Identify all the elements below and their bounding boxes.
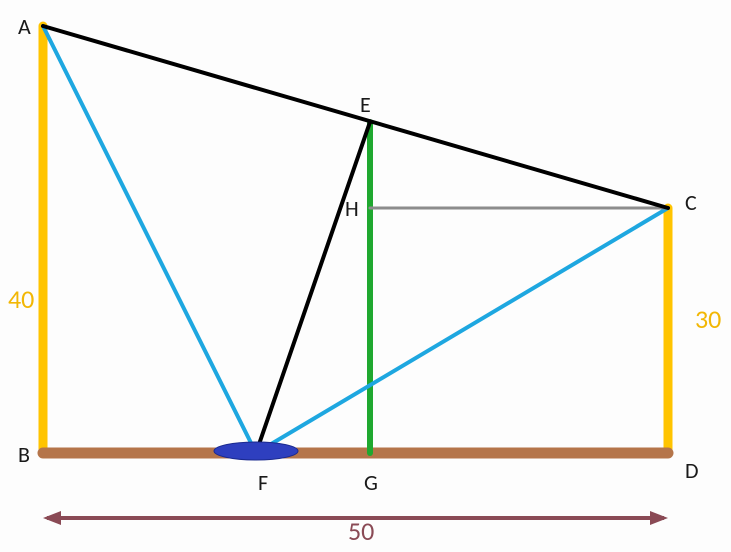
label-length-CD: 30	[695, 303, 721, 335]
label-point-G: G	[364, 469, 378, 496]
label-point-A: A	[18, 13, 31, 40]
label-point-H: H	[345, 195, 359, 222]
reflection-puddle	[214, 442, 298, 460]
label-point-B: B	[18, 441, 30, 468]
label-point-F: F	[258, 469, 268, 496]
label-point-E: E	[360, 91, 371, 118]
label-point-C: C	[685, 189, 697, 216]
label-point-D: D	[685, 457, 699, 484]
label-length-AB: 40	[8, 283, 34, 315]
